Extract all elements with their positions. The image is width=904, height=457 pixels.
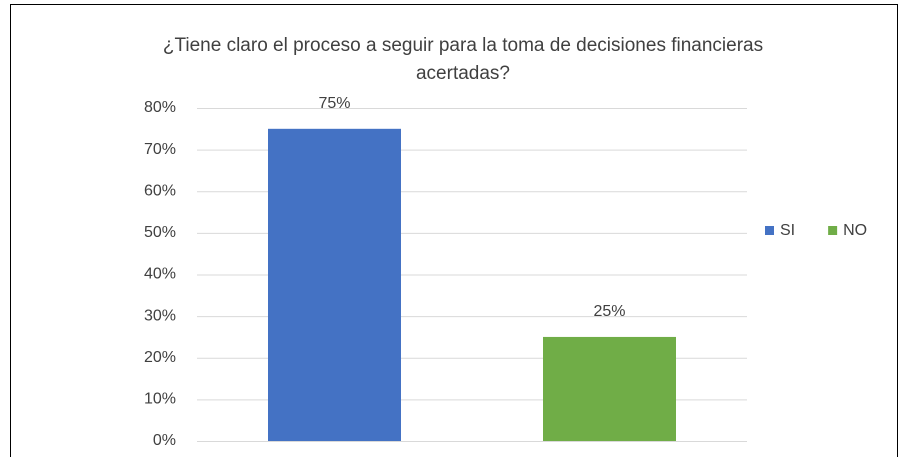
y-tick-label: 30% [144,307,176,324]
y-tick-label: 80% [144,99,176,116]
y-tick-label: 50% [144,224,176,241]
y-tick-label: 10% [144,391,176,408]
legend-swatch [765,226,774,235]
bar [268,128,401,441]
y-tick-label: 0% [153,432,176,449]
data-label: 75% [318,95,350,112]
bar [543,336,676,441]
y-tick-label: 70% [144,141,176,158]
y-tick-label: 20% [144,349,176,366]
y-tick-label: 40% [144,266,176,283]
chart-title: ¿Tiene claro el proceso a seguir para la… [162,35,764,84]
legend-label: SI [780,222,795,239]
data-label: 25% [593,303,625,320]
chart-border [10,4,898,457]
legend-swatch [828,226,838,235]
legend-label: NO [843,222,867,239]
y-tick-label: 60% [144,182,176,199]
